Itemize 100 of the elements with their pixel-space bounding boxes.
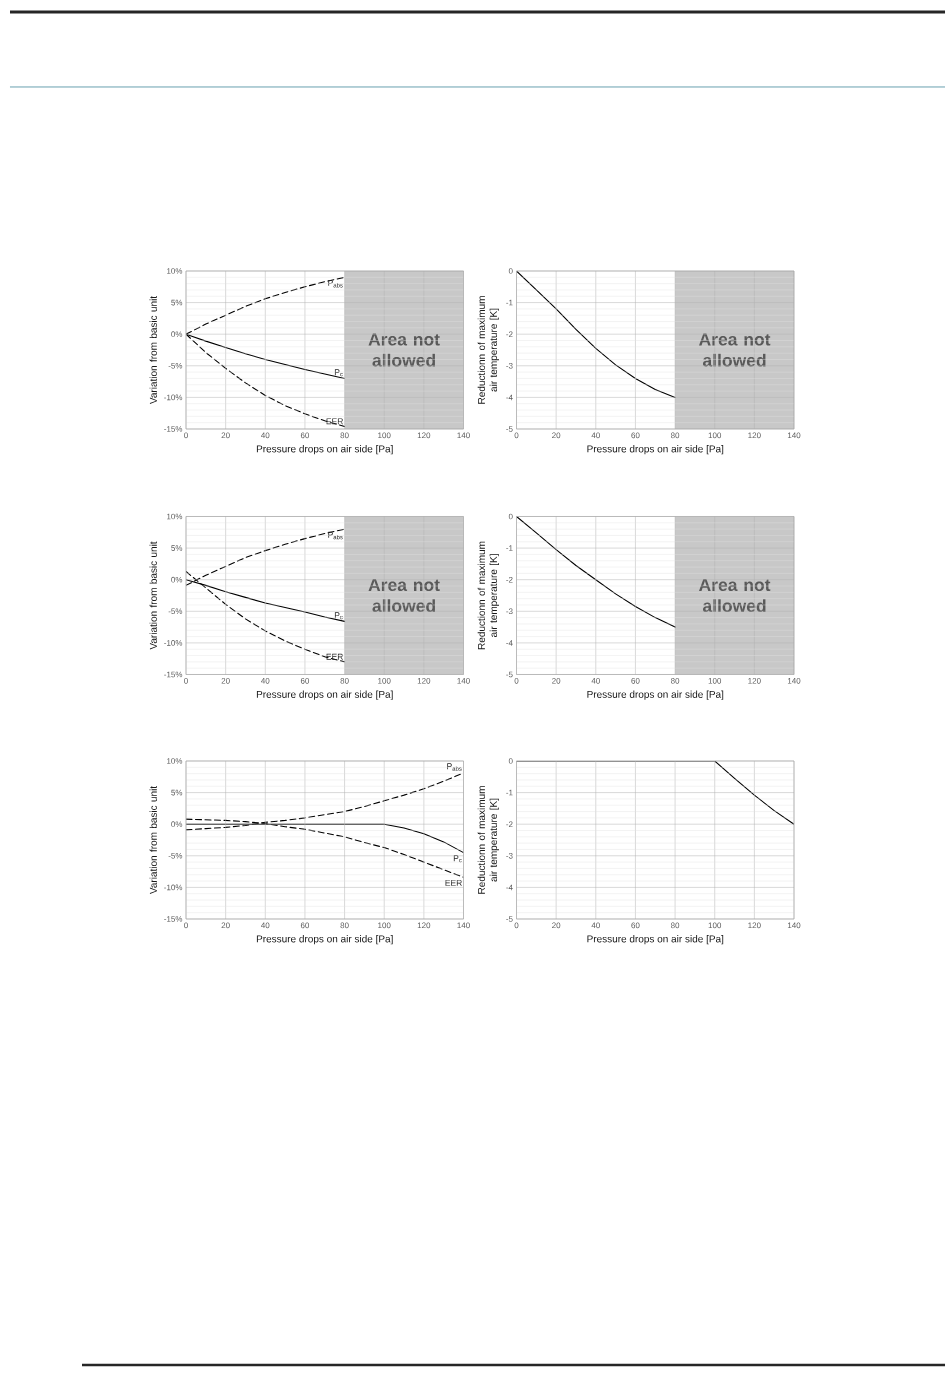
y-tick-label: -10%	[164, 394, 183, 401]
x-tick-label: 40	[261, 432, 270, 439]
x-tick-label: 20	[221, 922, 230, 929]
x-tick-label: 120	[748, 432, 761, 439]
y-tick-label: 0	[508, 758, 513, 764]
x-axis-title: Pressure drops on air side [Pa]	[587, 935, 724, 945]
line-series	[516, 516, 676, 628]
y-tick-label: -4	[506, 884, 513, 891]
x-tick-label: 100	[708, 432, 722, 439]
x-tick-label: 80	[340, 432, 349, 439]
x-tick-label: 120	[748, 678, 761, 684]
y-tick-label: -3	[506, 852, 513, 859]
x-tick-label: 140	[457, 678, 470, 684]
y-tick-label: -15%	[164, 671, 183, 678]
x-tick-label: 40	[591, 432, 600, 439]
line-series	[516, 270, 676, 398]
y-tick-label: 10%	[167, 513, 183, 520]
y-axis-title: Variation from basic unit	[149, 295, 157, 405]
x-tick-label: 60	[300, 432, 310, 439]
series-label: EER	[326, 653, 343, 660]
x-axis-title: Pressure drops on air side [Pa]	[587, 690, 724, 700]
y-tick-label: 10%	[167, 268, 183, 274]
x-tick-label: 80	[340, 678, 349, 684]
series-label: P$_{abs}$	[447, 763, 462, 771]
x-tick-label: 0	[514, 678, 519, 684]
x-tick-label: 0	[184, 922, 188, 929]
y-tick-label: -2	[506, 576, 513, 583]
y-tick-label: 5%	[171, 299, 183, 306]
x-tick-label: 40	[261, 922, 270, 929]
y-tick-label: -5	[506, 426, 513, 432]
band-label: Area not allowed	[368, 578, 440, 613]
x-tick-label: 120	[417, 678, 431, 684]
x-tick-label: 120	[417, 432, 431, 439]
y-tick-label: -10%	[164, 640, 183, 646]
x-tick-label: 140	[787, 922, 801, 929]
y-tick-label: -10%	[164, 884, 183, 891]
x-tick-label: 80	[670, 678, 680, 684]
x-tick-label: 0	[514, 922, 519, 929]
x-axis-title: Pressure drops on air side [Pa]	[587, 445, 724, 455]
y-tick-label: 10%	[167, 758, 183, 764]
series-label: EER	[326, 418, 343, 425]
x-tick-label: 20	[552, 432, 561, 439]
x-tick-label: 0	[184, 432, 188, 439]
y-tick-label: 0	[508, 268, 513, 274]
y-tick-label: -1	[506, 545, 513, 551]
y-tick-label: -3	[506, 362, 513, 369]
x-tick-label: 80	[670, 432, 680, 439]
series-label: P$_{c}$	[334, 369, 343, 377]
x-tick-label: 100	[708, 922, 722, 929]
y-axis-title: Reductionn of maximum air temperature [K]	[477, 296, 499, 404]
y-axis-title: Reductionn of maximum air temperature [K]	[477, 541, 499, 650]
y-tick-label: -5	[506, 671, 513, 678]
x-tick-label: 0	[514, 432, 519, 439]
y-tick-label: 0%	[171, 331, 183, 338]
y-tick-label: 5%	[171, 545, 183, 551]
y-tick-label: -1	[506, 299, 513, 306]
x-tick-label: 100	[378, 432, 391, 439]
y-tick-label: -5%	[168, 852, 183, 859]
y-axis-title: Reductionn of maximum air temperature [K]	[477, 786, 499, 894]
x-tick-label: 20	[221, 678, 230, 684]
x-tick-label: 60	[631, 678, 640, 684]
x-tick-label: 100	[378, 678, 391, 684]
x-tick-label: 80	[670, 922, 680, 929]
x-axis-title: Pressure drops on air side [Pa]	[256, 935, 393, 945]
y-tick-label: 5%	[171, 789, 183, 796]
x-tick-label: 140	[787, 432, 801, 439]
x-tick-label: 100	[378, 922, 391, 929]
x-tick-label: 140	[457, 922, 470, 929]
x-tick-label: 20	[221, 432, 230, 439]
x-tick-label: 100	[708, 678, 722, 684]
x-tick-label: 120	[417, 922, 431, 929]
x-tick-label: 60	[631, 922, 640, 929]
x-tick-label: 0	[184, 678, 188, 684]
y-tick-label: 0%	[171, 576, 183, 583]
y-tick-label: 0	[508, 513, 513, 520]
y-tick-label: -5%	[168, 608, 183, 615]
band-label: Area not allowed	[699, 333, 771, 367]
series-label: EER	[445, 879, 462, 886]
x-tick-label: 40	[591, 678, 600, 684]
y-axis-title: Variation from basic unit	[149, 541, 157, 650]
band-label: Area not allowed	[699, 578, 771, 613]
y-tick-label: -15%	[164, 916, 183, 922]
x-tick-label: 60	[300, 678, 310, 684]
y-tick-label: -2	[506, 821, 513, 827]
y-tick-label: -1	[506, 789, 513, 796]
x-tick-label: 40	[591, 922, 600, 929]
y-tick-label: -2	[506, 331, 513, 337]
y-axis-title: Variation from basic unit	[149, 785, 157, 895]
x-tick-label: 120	[748, 922, 761, 929]
x-tick-label: 140	[787, 678, 801, 684]
series-label: P$_{c}$	[334, 612, 343, 620]
y-tick-label: -4	[506, 394, 513, 401]
y-tick-label: -4	[506, 640, 513, 646]
y-tick-label: 0%	[171, 821, 183, 828]
x-tick-label: 60	[631, 432, 640, 439]
y-tick-label: -3	[506, 608, 513, 615]
x-tick-label: 60	[300, 922, 310, 929]
series-label: P$_{c}$	[453, 855, 462, 863]
band-label: Area not allowed	[368, 333, 440, 367]
x-tick-label: 40	[261, 678, 270, 684]
